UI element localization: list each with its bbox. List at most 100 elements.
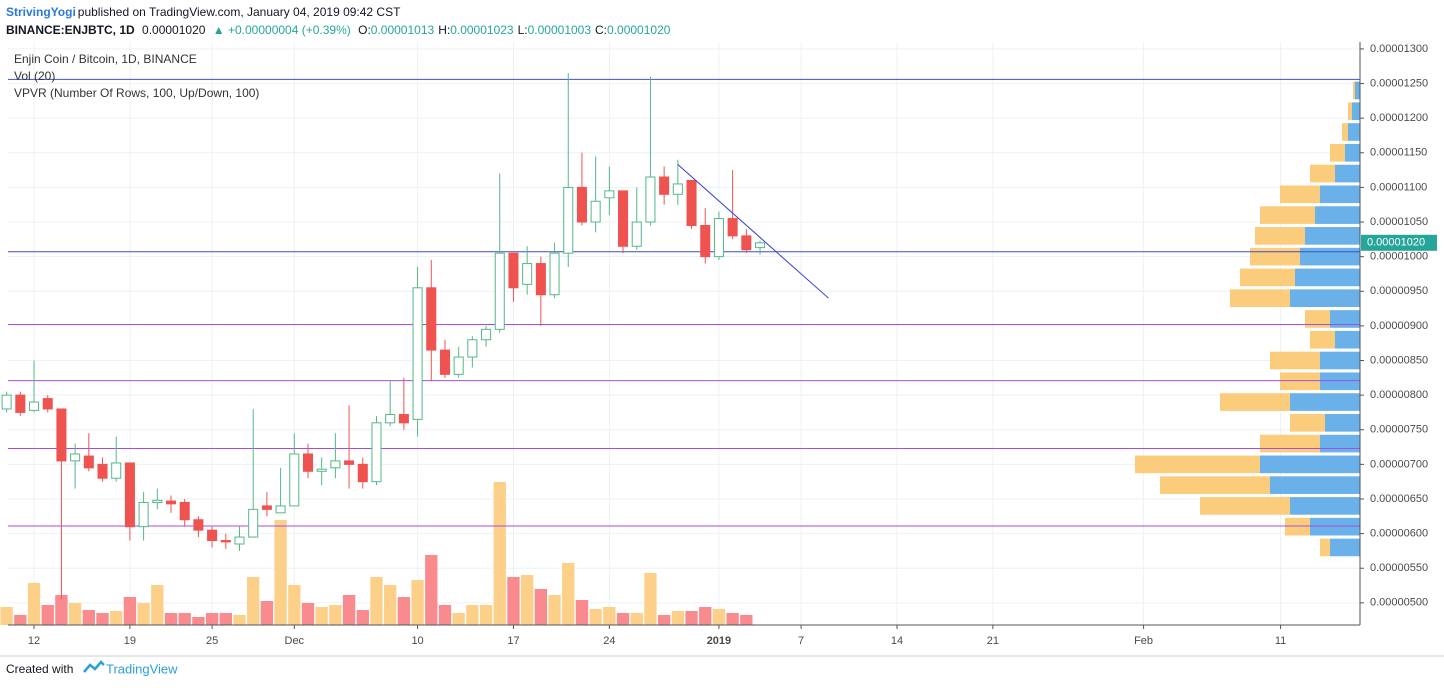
vpvr-down xyxy=(1290,413,1325,432)
vpvr-down xyxy=(1270,351,1320,370)
y-tick-label: 0.00000850 xyxy=(1370,354,1428,366)
candle-body xyxy=(111,462,122,479)
vpvr-up xyxy=(1290,289,1360,308)
volume-bar xyxy=(27,583,41,625)
candle-body xyxy=(439,349,450,375)
vpvr-up xyxy=(1335,164,1360,183)
candle-body xyxy=(398,414,409,424)
x-tick-label: 19 xyxy=(124,635,136,647)
volume-bar xyxy=(192,617,205,625)
volume-bar xyxy=(233,615,246,625)
candle-body xyxy=(193,519,204,531)
candle-body xyxy=(385,414,396,424)
vpvr-down xyxy=(1260,206,1315,224)
ohlc-value: 0.00001003 xyxy=(527,23,592,37)
candle-body xyxy=(138,501,149,528)
volume-bar xyxy=(726,613,739,625)
volume-bar xyxy=(301,603,315,625)
volume-bar xyxy=(589,609,602,625)
y-tick-label: 0.00001000 xyxy=(1370,251,1428,263)
volume-bar xyxy=(493,482,506,625)
volume-bar xyxy=(452,613,465,625)
x-tick-label: 2019 xyxy=(707,635,731,647)
volume-bar xyxy=(288,585,301,625)
candle-body xyxy=(645,176,656,223)
volume-bar xyxy=(630,613,643,625)
candle-body xyxy=(234,536,245,545)
candle-body xyxy=(659,176,670,195)
volume-bar xyxy=(411,580,424,625)
vpvr-up xyxy=(1270,476,1360,494)
x-tick-label: 7 xyxy=(798,635,804,647)
vpvr-up xyxy=(1330,538,1360,557)
candle-body xyxy=(97,463,108,479)
candle-body xyxy=(563,186,574,254)
x-tick-label: 12 xyxy=(28,635,40,647)
candle-body xyxy=(755,242,766,249)
candle-body xyxy=(700,224,711,258)
ohlc-value: 0.00001020 xyxy=(607,23,671,37)
candle-body xyxy=(426,287,437,351)
volume-bar xyxy=(740,615,753,625)
volume-bar xyxy=(644,573,657,625)
y-tick-label: 0.00000800 xyxy=(1370,389,1428,401)
candle-body xyxy=(344,460,355,465)
volume-bar xyxy=(123,597,137,625)
x-tick-label: 11 xyxy=(1275,635,1286,647)
vpvr-up xyxy=(1330,310,1360,328)
candle-body xyxy=(604,190,615,199)
candle-body xyxy=(727,218,738,237)
candle-body xyxy=(29,401,40,411)
candle-body xyxy=(741,235,752,251)
legend-vpvr: VPVR (Number Of Rows, 100, Up/Down, 100) xyxy=(14,86,259,100)
vpvr-down xyxy=(1250,247,1300,266)
vpvr-down xyxy=(1285,517,1310,536)
author[interactable]: StrivingYogi xyxy=(6,5,76,19)
volume-bar xyxy=(370,577,383,625)
candle-body xyxy=(248,508,259,538)
footer-brand[interactable]: TradingView xyxy=(106,661,178,676)
ohlc-label: L: xyxy=(517,23,528,37)
candle-body xyxy=(56,408,67,462)
vpvr-down xyxy=(1135,455,1260,474)
candle-body xyxy=(576,186,587,223)
price: 0.00001020 xyxy=(142,23,206,37)
vpvr-up xyxy=(1310,517,1360,536)
y-tick-label: 0.00000650 xyxy=(1370,493,1428,505)
candle-body xyxy=(618,190,629,247)
volume-bar xyxy=(616,613,630,625)
vpvr-down xyxy=(1220,393,1290,411)
candle-body xyxy=(549,252,560,296)
vpvr-up xyxy=(1290,497,1360,515)
volume-bar xyxy=(438,605,452,625)
vpvr-up xyxy=(1320,434,1360,453)
y-tick-label: 0.00000550 xyxy=(1370,562,1428,574)
y-tick-label: 0.00001150 xyxy=(1370,147,1427,159)
candle-body xyxy=(316,468,327,472)
x-tick-label: Dec xyxy=(285,635,305,647)
x-tick-label: 21 xyxy=(987,635,999,647)
volume-bar xyxy=(247,577,260,625)
candle-body xyxy=(535,263,546,296)
volume-bar xyxy=(575,600,589,625)
ohlc-label: H: xyxy=(438,23,451,37)
vpvr-down xyxy=(1342,123,1348,141)
vpvr-up xyxy=(1352,102,1360,121)
x-tick-label: 25 xyxy=(206,635,218,647)
y-tick-label: 0.00001100 xyxy=(1370,181,1427,193)
vpvr-down xyxy=(1160,476,1270,494)
volume-bar xyxy=(520,575,534,625)
candle-body xyxy=(713,218,724,258)
y-tick-label: 0.00000600 xyxy=(1370,528,1428,540)
volume-bar xyxy=(712,609,726,625)
candle-body xyxy=(179,501,190,521)
vpvr-up xyxy=(1335,330,1360,349)
ohlc-value: 0.00001023 xyxy=(450,23,514,37)
published: published on TradingView.com, January 04… xyxy=(77,5,401,19)
ohlc-value: 0.00001013 xyxy=(370,23,435,37)
volume-bar xyxy=(397,597,411,625)
volume-bar xyxy=(603,607,616,625)
candle-body xyxy=(275,505,286,514)
candle-body xyxy=(124,462,135,528)
candle-body xyxy=(302,453,314,472)
